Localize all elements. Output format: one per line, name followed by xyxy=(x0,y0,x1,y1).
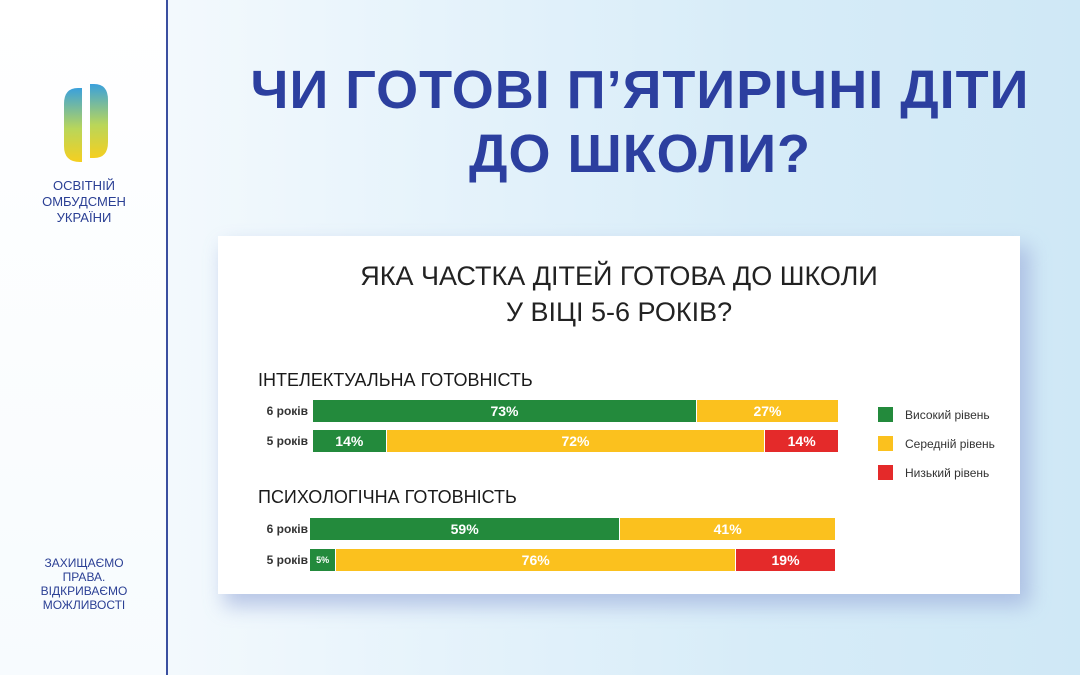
sidebar: ОСВІТНІЙ ОМБУДСМЕН УКРАЇНИ ЗАХИЩАЄМО ПРА… xyxy=(0,0,168,675)
headline-line-2: ДО ШКОЛИ? xyxy=(468,124,812,184)
legend-item-medium: Середній рівень xyxy=(878,429,995,458)
org-name-line: ОСВІТНІЙ xyxy=(52,178,116,193)
bar-segment-high: 14% xyxy=(313,430,387,452)
headline-line-1: ЧИ ГОТОВІ П’ЯТИРІЧНІ ДІТИ xyxy=(250,60,1030,120)
legend: Високий рівень Середній рівень Низький р… xyxy=(878,400,995,487)
stacked-bar: 5% 76% 19% xyxy=(310,549,836,571)
row-label: 5 років xyxy=(266,434,308,448)
section-label-intellectual: ІНТЕЛЕКТУАЛЬНА ГОТОВНІСТЬ xyxy=(258,370,533,390)
legend-swatch-medium xyxy=(878,436,893,451)
bar-segment-medium: 27% xyxy=(696,400,839,422)
legend-label: Високий рівень xyxy=(905,407,990,422)
row-label: 5 років xyxy=(266,553,308,567)
slogan-line: ПРАВА. xyxy=(62,570,106,584)
slogan-line: МОЖЛИВОСТІ xyxy=(42,598,126,612)
bar-segment-medium: 41% xyxy=(620,518,836,540)
ombudsman-logo-icon xyxy=(64,84,108,162)
legend-label: Низький рівень xyxy=(905,465,990,480)
bar-segment-medium: 72% xyxy=(386,430,766,452)
bar-segment-high: 73% xyxy=(313,400,697,422)
bar-segment-high: 59% xyxy=(310,518,621,540)
org-name-line: УКРАЇНИ xyxy=(56,210,112,225)
slogan: ЗАХИЩАЄМО ПРАВА. ВІДКРИВАЄМО МОЖЛИВОСТІ xyxy=(0,556,168,612)
org-name: ОСВІТНІЙ ОМБУДСМЕН УКРАЇНИ xyxy=(0,178,168,226)
legend-swatch-low xyxy=(878,465,893,480)
headline: ЧИ ГОТОВІ П’ЯТИРІЧНІ ДІТИ ДО ШКОЛИ? xyxy=(200,58,1080,186)
bar-segment-low: 19% xyxy=(736,549,836,571)
legend-label: Середній рівень xyxy=(905,436,995,451)
bar-segment-low: 14% xyxy=(765,430,839,452)
legend-item-low: Низький рівень xyxy=(878,458,995,487)
stacked-bar: 14% 72% 14% xyxy=(313,430,839,452)
bar-segment-medium: 76% xyxy=(336,549,737,571)
chart-title-line-2: У ВІЦІ 5-6 РОКІВ? xyxy=(505,297,733,327)
stacked-bar: 59% 41% xyxy=(310,518,836,540)
slogan-line: ВІДКРИВАЄМО xyxy=(40,584,128,598)
org-name-line: ОМБУДСМЕН xyxy=(42,194,126,209)
chart-title-line-1: ЯКА ЧАСТКА ДІТЕЙ ГОТОВА ДО ШКОЛИ xyxy=(360,261,878,291)
section-label-psychological: ПСИХОЛОГІЧНА ГОТОВНІСТЬ xyxy=(258,487,517,507)
bar-segment-high: 5% xyxy=(310,549,337,571)
stacked-bar: 73% 27% xyxy=(313,400,839,422)
legend-item-high: Високий рівень xyxy=(878,400,995,429)
row-label: 6 років xyxy=(266,404,308,418)
chart-title: ЯКА ЧАСТКА ДІТЕЙ ГОТОВА ДО ШКОЛИ У ВІЦІ … xyxy=(218,258,1020,330)
slogan-line: ЗАХИЩАЄМО xyxy=(44,556,124,570)
chart-card: ЯКА ЧАСТКА ДІТЕЙ ГОТОВА ДО ШКОЛИ У ВІЦІ … xyxy=(218,236,1020,594)
legend-swatch-high xyxy=(878,407,893,422)
row-label: 6 років xyxy=(266,522,308,536)
